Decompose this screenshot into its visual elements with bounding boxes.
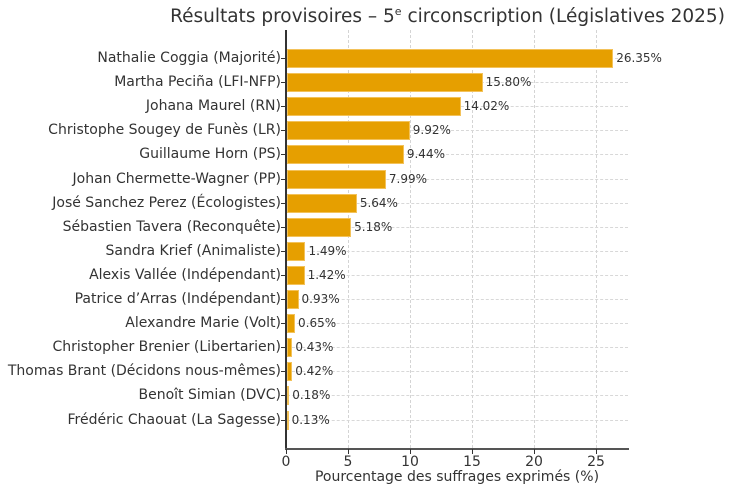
horizontal-grid-line [287, 371, 628, 372]
x-axis-label: Pourcentage des suffrages exprimés (%) [314, 469, 600, 485]
category-label: Frédéric Chaouat (La Sagesse) [67, 412, 282, 428]
y-tick-mark [281, 371, 286, 372]
x-tick-label: 5 [343, 454, 353, 470]
category-label: José Sanchez Perez (Écologistes) [52, 195, 281, 211]
y-tick-mark [281, 251, 286, 252]
y-tick-mark [281, 58, 286, 59]
bar-value-label: 5.18% [354, 220, 393, 234]
category-label: Johana Maurel (RN) [145, 98, 281, 114]
x-tick-label: 15 [463, 454, 481, 470]
y-tick-mark [281, 130, 286, 131]
bar-value-label: 14.02% [463, 99, 510, 113]
bar-value-label: 5.64% [359, 196, 398, 210]
bar-value-label: 15.80% [485, 75, 532, 89]
y-tick-mark [281, 203, 286, 204]
y-tick-mark [281, 420, 286, 421]
category-label: Martha Peciña (LFI-NFP) [114, 74, 281, 90]
horizontal-grid-line [287, 323, 628, 324]
bar [287, 266, 305, 285]
category-label: Benoît Simian (DVC) [138, 387, 281, 403]
bar [287, 218, 352, 237]
y-tick-mark [281, 395, 286, 396]
horizontal-grid-line [287, 395, 628, 396]
horizontal-grid-line [287, 347, 628, 348]
bar [287, 314, 296, 333]
category-label: Thomas Brant (Décidons nous-mêmes) [7, 363, 281, 379]
vertical-grid-line [596, 30, 597, 448]
bar [287, 290, 299, 309]
bar-value-label: 7.99% [388, 172, 428, 186]
horizontal-grid-line [287, 251, 628, 252]
x-tick-label: 25 [587, 454, 605, 470]
y-tick-mark [281, 347, 286, 348]
y-tick-mark [281, 323, 286, 324]
y-tick-mark [281, 82, 286, 83]
bar [287, 121, 410, 140]
bar-value-label: 0.18% [292, 388, 331, 402]
bar-value-label: 0.43% [295, 340, 334, 354]
bar-value-label: 26.35% [616, 51, 662, 65]
horizontal-grid-line [287, 179, 628, 180]
category-label: Christopher Brenier (Libertarien) [52, 339, 281, 355]
y-tick-mark [281, 275, 286, 276]
y-tick-mark [281, 227, 286, 228]
horizontal-grid-line [287, 275, 628, 276]
bar-value-label: 0.65% [298, 316, 337, 330]
bar [287, 411, 289, 430]
y-tick-mark [281, 154, 286, 155]
x-tick-mark [348, 449, 349, 454]
horizontal-grid-line [287, 203, 628, 204]
vertical-grid-line [410, 30, 411, 448]
x-tick-mark [534, 449, 535, 454]
x-tick-label: 0 [281, 454, 291, 470]
bar [287, 338, 293, 357]
y-tick-mark [281, 106, 286, 107]
bar [287, 362, 293, 381]
x-tick-mark [596, 449, 597, 454]
bar [287, 170, 386, 189]
category-label: Alexandre Marie (Volt) [125, 315, 281, 331]
bar [287, 242, 306, 261]
bar [287, 97, 461, 116]
horizontal-grid-line [287, 299, 628, 300]
y-axis-line [285, 30, 287, 450]
category-label: Christophe Sougey de Funès (LR) [48, 122, 281, 138]
chart-title: Résultats provisoires – 5e circonscripti… [170, 5, 725, 27]
bar [287, 386, 290, 405]
x-tick-mark [410, 449, 411, 454]
horizontal-grid-line [287, 227, 628, 228]
vertical-grid-line [472, 30, 473, 448]
x-tick-label: 20 [525, 454, 543, 470]
horizontal-grid-line [287, 130, 628, 131]
category-label: Nathalie Coggia (Majorité) [97, 50, 281, 66]
horizontal-grid-line [287, 420, 628, 421]
x-tick-label: 10 [401, 454, 419, 470]
vertical-grid-line [534, 30, 535, 448]
bar-value-label: 1.49% [308, 244, 347, 258]
category-label: Sandra Krief (Animaliste) [105, 243, 282, 259]
category-label: Johan Chermette-Wagner (PP) [72, 171, 281, 187]
x-axis-line [285, 448, 629, 450]
y-tick-mark [281, 299, 286, 300]
x-tick-mark [286, 449, 287, 454]
horizontal-grid-line [287, 154, 628, 155]
bar [287, 49, 614, 68]
bar-value-label: 9.44% [406, 147, 445, 161]
bar-value-label: 0.42% [295, 364, 334, 378]
category-label: Sébastien Tavera (Reconquête) [62, 219, 281, 235]
category-label: Guillaume Horn (PS) [139, 146, 281, 162]
bar [287, 73, 483, 92]
bar-value-label: 0.93% [301, 292, 340, 306]
bar [287, 194, 357, 213]
bar [287, 145, 404, 164]
category-label: Patrice d’Arras (Indépendant) [74, 291, 281, 307]
bar-value-label: 1.42% [307, 268, 346, 282]
category-label: Alexis Vallée (Indépendant) [89, 267, 281, 283]
y-tick-mark [281, 179, 286, 180]
vertical-grid-line [348, 30, 349, 448]
bar-value-label: 9.92% [412, 123, 451, 137]
x-tick-mark [472, 449, 473, 454]
bar-value-label: 0.13% [291, 413, 330, 427]
